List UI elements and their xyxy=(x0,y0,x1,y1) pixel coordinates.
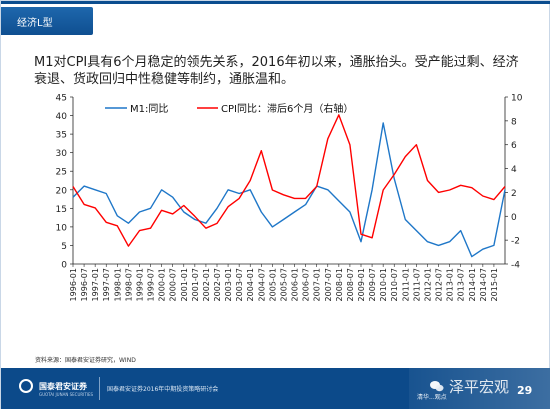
left-axis-tick-label: 15 xyxy=(56,205,67,215)
x-axis-tick-label: 2004-07 xyxy=(257,268,266,301)
left-axis-tick-label: 5 xyxy=(61,242,67,252)
x-axis-tick-label: 2013-01 xyxy=(446,268,455,301)
section-tab: 经济L型 xyxy=(1,7,93,35)
event-title: 国泰君安证券2016年中期投资策略研讨会 xyxy=(107,386,219,393)
watermark-overlay-text: 清华...观点 xyxy=(417,394,447,401)
x-axis-tick-label: 2002-07 xyxy=(213,268,222,301)
company-logo-icon xyxy=(19,379,33,393)
right-axis-tick-label: 2 xyxy=(511,189,517,199)
right-axis-tick-label: 0 xyxy=(511,213,517,223)
x-axis-tick-label: 2001-01 xyxy=(180,268,189,301)
x-axis-tick-label: 2014-01 xyxy=(468,268,477,301)
x-axis-tick-label: 2008-07 xyxy=(346,268,355,301)
page-number: 29 xyxy=(517,384,533,397)
cpi-series-line xyxy=(72,114,506,247)
x-axis-tick-label: 2000-01 xyxy=(158,268,167,301)
x-axis-tick-label: 1998-07 xyxy=(124,268,133,301)
x-axis-tick-label: 2012-07 xyxy=(435,268,444,301)
footer-bar: 国泰君安证券 GUOTAI JUNAN SECURITIES 国泰君安证券201… xyxy=(1,368,550,409)
chart-series xyxy=(72,114,506,258)
company-name: 国泰君安证券 xyxy=(39,382,87,391)
x-axis-tick-label: 2004-01 xyxy=(246,268,255,301)
x-axis-tick-label: 2008-01 xyxy=(335,268,344,301)
x-axis-tick-label: 2009-07 xyxy=(368,268,377,301)
legend-label-cpi: CPI同比：滞后6个月（右轴） xyxy=(221,102,353,115)
chart-axes: 0 5 10 15 20 25 30 35 40 45 -4 -2 0 2 4 6 8 10 1996-01 1996… xyxy=(56,94,523,302)
x-axis-tick-label: 2007-01 xyxy=(313,268,322,301)
x-axis-tick-label: 2003-01 xyxy=(224,268,233,301)
x-axis-tick-label: 2011-01 xyxy=(401,268,410,301)
slide-headline: M1对CPI具有6个月稳定的领先关系，2016年初以来，通胀抬头。受产能过剩、经… xyxy=(34,55,519,87)
x-axis-tick-label: 2015-01 xyxy=(490,268,499,301)
left-axis-tick-label: 30 xyxy=(56,149,68,159)
x-axis-tick-label: 2006-01 xyxy=(291,268,300,301)
top-rule xyxy=(1,1,550,4)
x-axis-tick-label: 2006-07 xyxy=(302,268,311,301)
x-axis-tick-label: 1997-01 xyxy=(91,268,100,301)
x-axis-tick-label: 2010-01 xyxy=(379,268,388,301)
x-axis-tick-label: 2009-01 xyxy=(357,268,366,301)
x-axis-tick-label: 2007-07 xyxy=(324,268,333,301)
legend-label-m1: M1:同比 xyxy=(130,103,168,115)
left-axis-tick-label: 40 xyxy=(56,112,68,122)
left-axis-tick-label: 0 xyxy=(61,261,67,271)
section-tab-label: 经济L型 xyxy=(17,18,53,29)
x-axis-tick-label: 2005-01 xyxy=(268,268,277,301)
x-axis-tick-label: 1996-01 xyxy=(69,268,78,301)
source-note: 资料来源：国泰君安证券研究，WIND xyxy=(35,357,136,364)
left-axis-tick-label: 25 xyxy=(56,168,67,178)
left-axis-tick-label: 45 xyxy=(56,94,67,104)
right-axis-tick-label: 6 xyxy=(511,141,517,151)
m1-cpi-chart: 0 5 10 15 20 25 30 35 40 45 -4 -2 0 2 4 6 8 10 1996-01 1996… xyxy=(56,94,523,302)
x-axis-tick-label: 2000-07 xyxy=(169,268,178,301)
left-axis-tick-label: 20 xyxy=(56,186,68,196)
right-axis-tick-label: 10 xyxy=(511,94,523,104)
wechat-icon xyxy=(430,381,444,392)
chart-legend: M1:同比 CPI同比：滞后6个月（右轴） xyxy=(105,102,353,115)
x-axis-tick-label: 1997-07 xyxy=(102,268,111,301)
right-axis-tick-label: -2 xyxy=(511,237,520,247)
x-axis-tick-label: 2011-07 xyxy=(412,268,421,301)
right-axis-tick-label: 4 xyxy=(511,165,517,175)
x-axis-tick-label: 2014-07 xyxy=(479,268,488,301)
x-axis-tick-label: 1999-07 xyxy=(147,268,156,301)
x-axis-tick-label: 1996-07 xyxy=(80,268,89,301)
watermark-panel xyxy=(409,368,550,409)
x-axis-tick-label: 1999-01 xyxy=(135,268,144,301)
x-axis-tick-label: 2010-07 xyxy=(390,268,399,301)
right-axis-tick-label: -4 xyxy=(511,261,520,271)
x-axis-tick-label: 2001-07 xyxy=(191,268,200,301)
x-axis-tick-label: 2002-01 xyxy=(202,268,211,301)
x-axis-tick-label: 1998-01 xyxy=(113,268,122,301)
left-axis-tick-label: 35 xyxy=(56,131,67,141)
x-axis-tick-label: 2012-01 xyxy=(423,268,432,301)
company-name-english: GUOTAI JUNAN SECURITIES xyxy=(39,392,94,397)
m1-series-line xyxy=(72,122,506,258)
x-axis-tick-label: 2003-07 xyxy=(235,268,244,301)
right-axis-tick-label: 8 xyxy=(511,117,517,127)
watermark-text: 泽平宏观 xyxy=(449,378,510,396)
x-axis-tick-label: 2005-07 xyxy=(279,268,288,301)
x-axis-tick-label: 2013-07 xyxy=(457,268,466,301)
footer-divider xyxy=(99,377,100,400)
left-axis-tick-label: 10 xyxy=(56,223,68,233)
